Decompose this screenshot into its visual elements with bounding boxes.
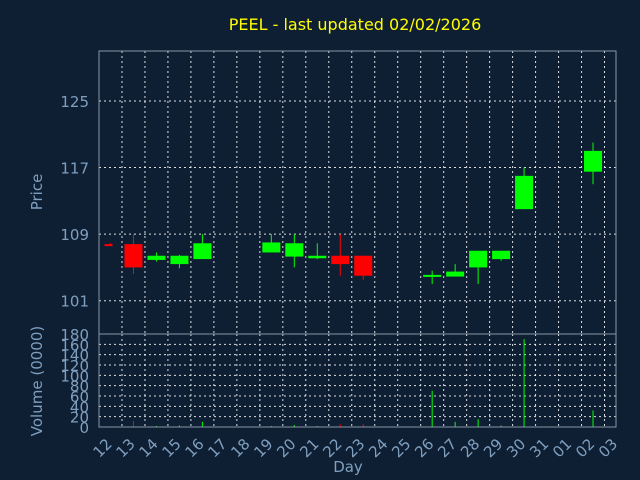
volume-axis-label: Volume (0000) [28, 326, 46, 436]
candle [423, 270, 442, 285]
x-axis-label: Day [333, 458, 363, 476]
candle-body [446, 271, 465, 277]
candles [104, 142, 603, 285]
candle [308, 243, 327, 260]
candle [331, 234, 350, 276]
x-tick-label: 03 [595, 435, 621, 461]
candle [104, 243, 113, 247]
volume-tick-label: 20 [70, 409, 89, 427]
candle [515, 167, 534, 210]
price-tick-label: 125 [60, 93, 89, 111]
volume-tick-label: 80 [70, 378, 89, 396]
price-grid [99, 51, 616, 334]
price-panel: 101 109 117 125 [60, 50, 617, 335]
candle [147, 252, 166, 262]
candle-body [124, 244, 143, 268]
price-y-ticks: 101 109 117 125 [60, 93, 89, 311]
volume-tick-label: 0 [79, 419, 89, 437]
candle-body [193, 243, 212, 260]
volume-grid [99, 334, 616, 427]
candle [469, 250, 488, 285]
candle-body [423, 274, 442, 277]
candle-body [469, 250, 488, 268]
candle [193, 234, 212, 260]
candle-body [584, 150, 603, 172]
volume-tick-label: 180 [60, 326, 89, 344]
price-axis-label: Price [28, 174, 46, 211]
price-tick-label: 117 [60, 160, 89, 178]
price-tick-label: 109 [60, 226, 89, 244]
volume-tick-label: 120 [60, 357, 89, 375]
candle-body [147, 255, 166, 260]
candle [354, 255, 373, 280]
candle-body [104, 244, 113, 247]
chart-title: PEEL - last updated 02/02/2026 [229, 15, 482, 34]
candle-body [515, 175, 534, 210]
candle-body [308, 255, 327, 259]
candle [262, 234, 281, 253]
candle-body [331, 255, 350, 265]
candle-body [354, 255, 373, 276]
candle [124, 234, 143, 275]
candle [446, 264, 465, 277]
volume-tick-label: 60 [70, 388, 89, 406]
candle [492, 250, 511, 261]
candle [170, 254, 189, 269]
candle-body [492, 250, 511, 260]
candle-body [262, 242, 281, 253]
volume-tick-label: 160 [60, 336, 89, 354]
candle-body [285, 243, 304, 257]
price-tick-label: 101 [60, 293, 89, 311]
candle [584, 142, 603, 185]
volume-tick-label: 140 [60, 347, 89, 365]
volume-tick-label: 100 [60, 367, 89, 385]
price-frame [98, 50, 617, 335]
volume-frame [98, 333, 617, 428]
volume-bars [109, 339, 594, 427]
candle [285, 234, 304, 268]
volume-tick-label: 40 [70, 398, 89, 416]
candle-body [170, 255, 189, 265]
